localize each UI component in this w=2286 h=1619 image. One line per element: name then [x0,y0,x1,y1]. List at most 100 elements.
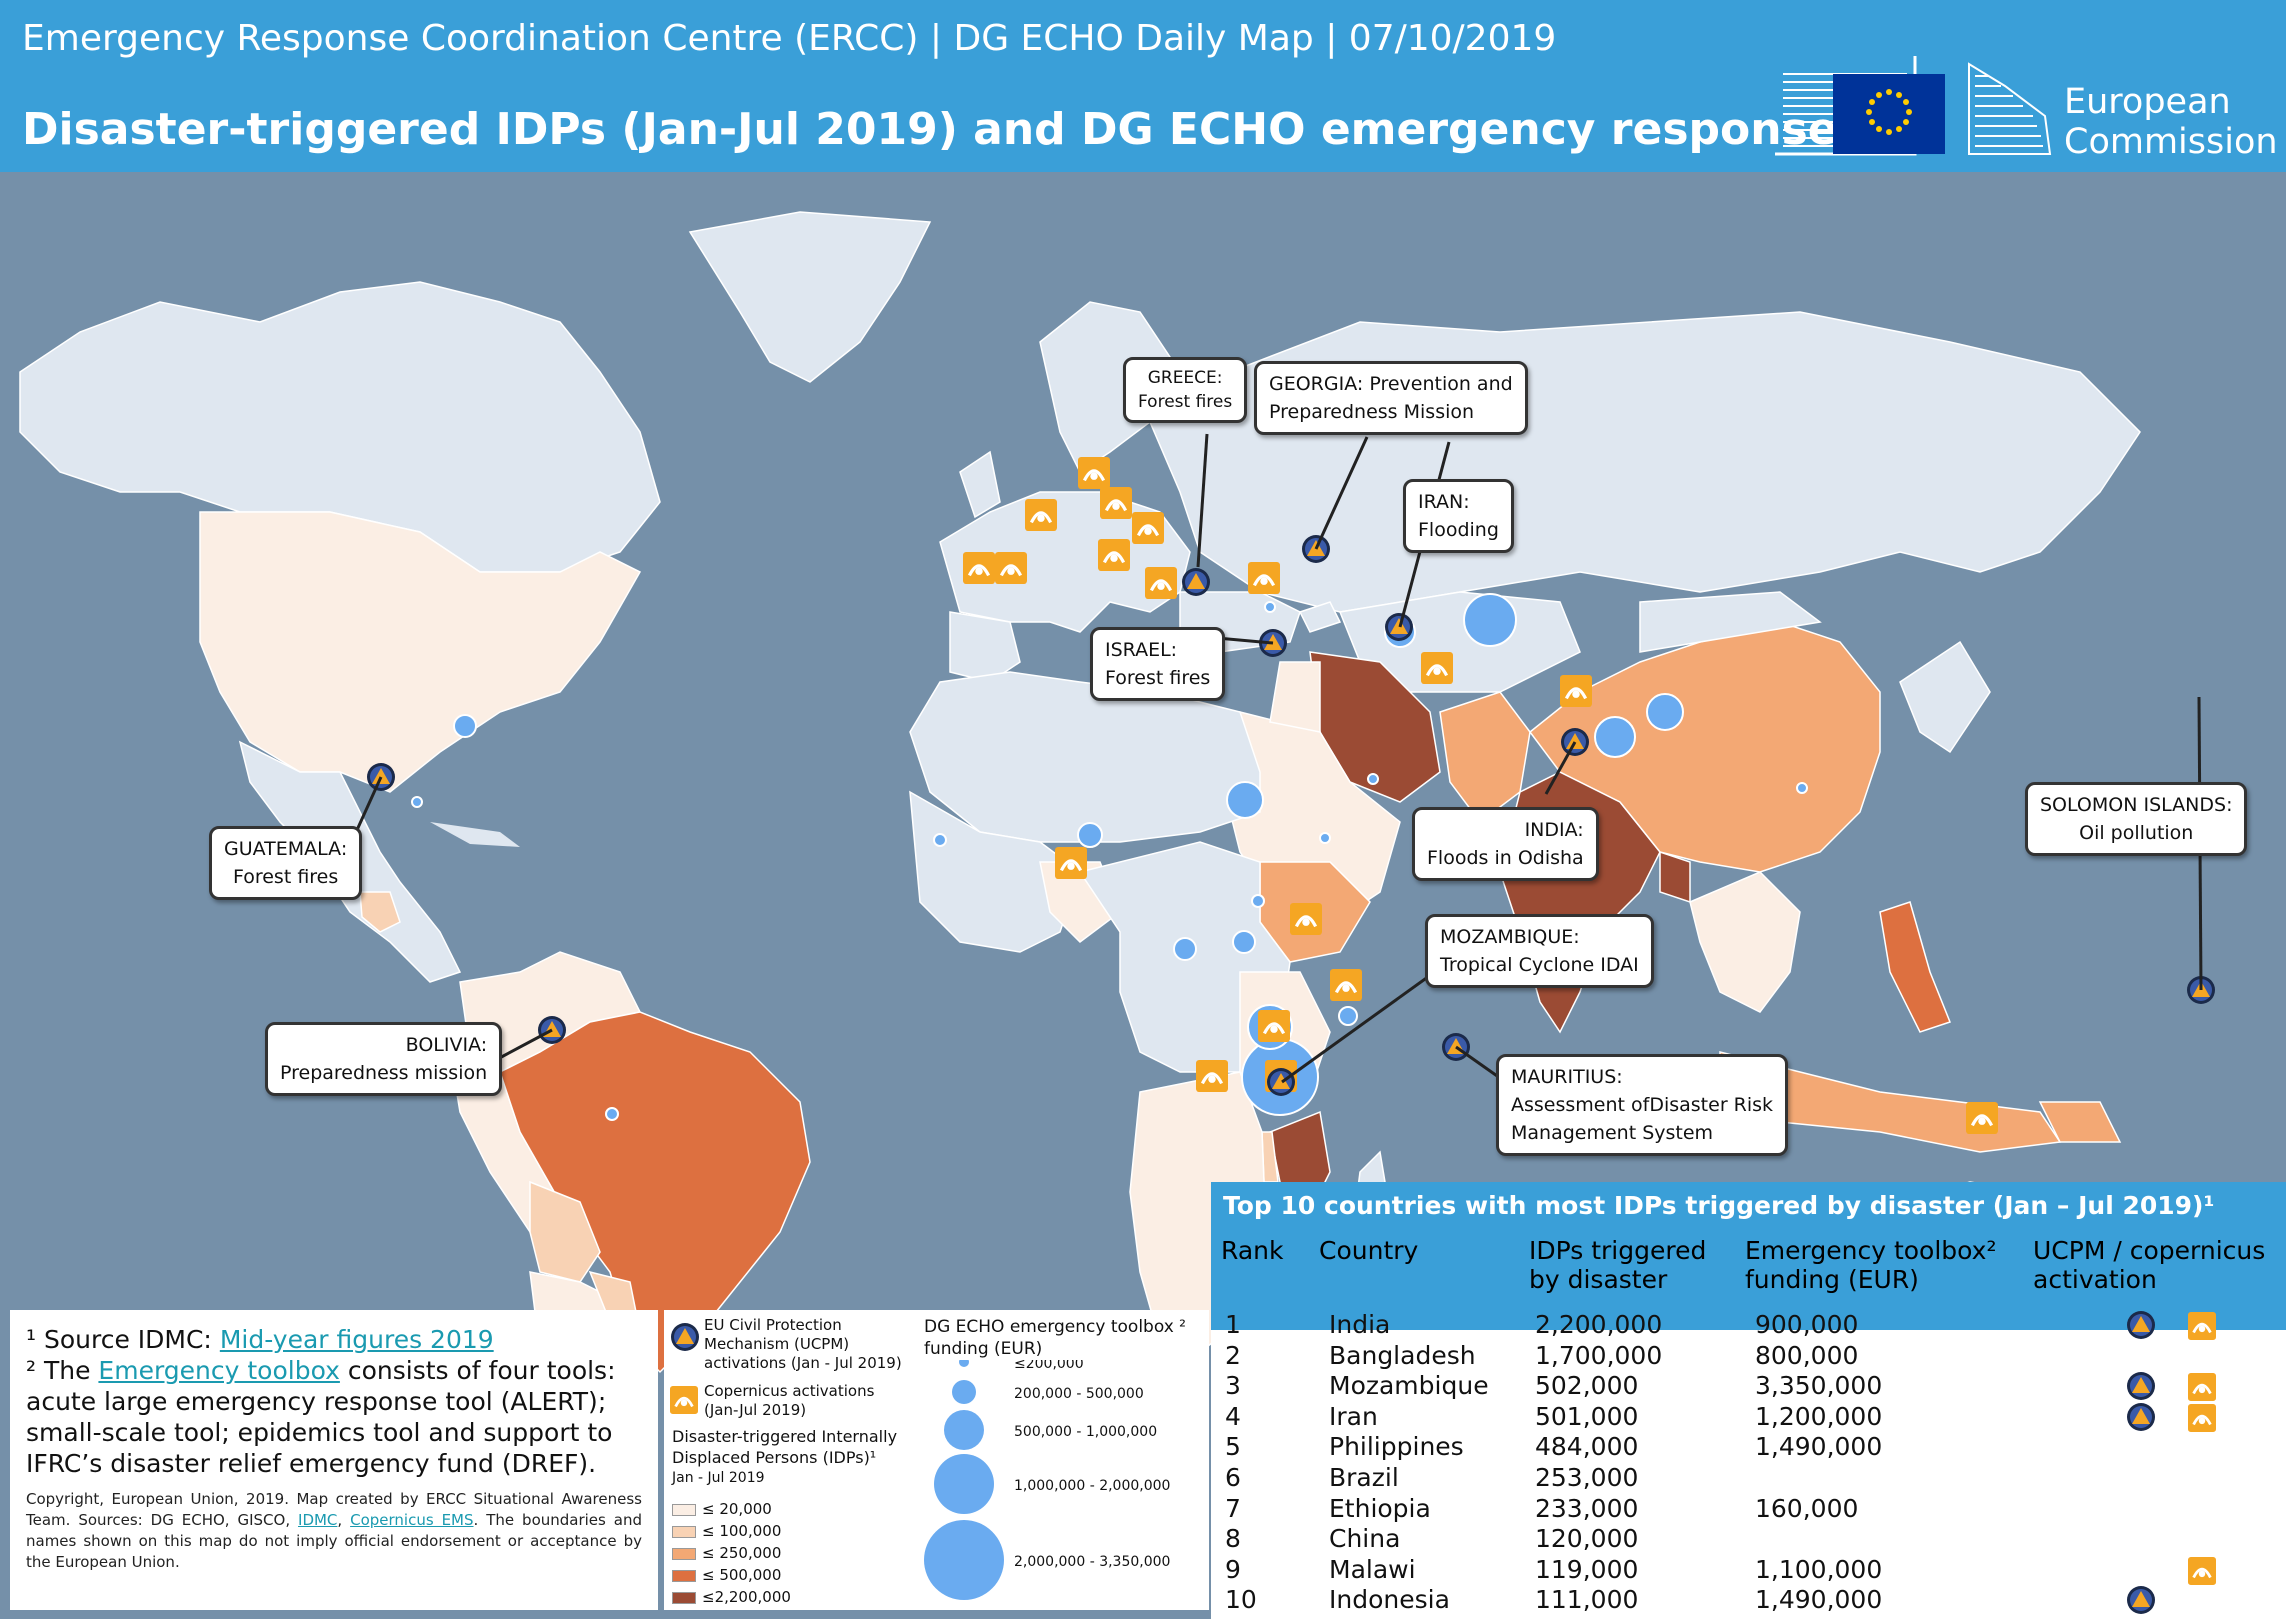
callout-bolivia: BOLIVIA: Preparedness mission [265,1022,503,1096]
korea-japan [1899,640,1991,754]
copernicus-icon [1100,487,1132,519]
legend-idp-swatch [672,1547,696,1560]
copernicus-icon [995,552,1027,584]
western-europe [939,491,1191,633]
canada [19,281,661,573]
callout-mauritius: MAURITIUS: Assessment ofDisaster Risk Ma… [1496,1054,1789,1156]
callout-india-line2: Floods in Odisha [1427,847,1584,869]
legend-idp-class-label: ≤ 250,000 [702,1544,782,1562]
legend-idp-class-3: ≤ 500,000 [672,1566,781,1584]
table-header-row [1211,1230,2286,1330]
cell-idps: 502,000 [1535,1371,1639,1401]
legend-funding-title: DG ECHO emergency toolbox ² funding (EUR… [924,1316,1186,1360]
legend-funding-label-1: 200,000 - 500,000 [1014,1386,1144,1402]
callout-guatemala-line1: GUATEMALA: [224,838,348,860]
ucpm-legend-icon [671,1323,699,1351]
callout-israel: ISRAEL: Forest fires [1090,627,1226,701]
logo-line-1: European [2064,82,2231,122]
legend-funding-l2: funding (EUR) [924,1339,1043,1359]
header-funding-l1: Emergency toolbox² [1745,1236,1997,1265]
ucpm-icon [2126,1585,2156,1615]
copernicus-icon [1248,562,1280,594]
funding-bubble-sudan [1226,781,1264,819]
callout-mauritius-line2: Assessment ofDisaster Risk [1511,1094,1774,1116]
ucpm-icon [1385,613,1413,641]
ucpm-icon [1267,1068,1295,1096]
callout-bolivia-line1: BOLIVIA: [405,1034,488,1056]
legend-funding-label-3: 1,000,000 - 2,000,000 [1014,1478,1170,1494]
legend-ucpm-l3: activations (Jan - Jul 2019) [704,1354,902,1372]
funding-bubble-pakistan [1463,593,1517,647]
cuba [430,822,520,847]
copernicus-icon [1132,512,1164,544]
cell-country: Philippines [1329,1432,1464,1462]
guatemala [359,891,401,933]
legend-funding-bubble-1 [952,1380,976,1404]
copernicus-legend-icon [670,1386,698,1414]
legend-idp-class-1: ≤ 100,000 [672,1522,781,1540]
callout-greece-line1: GREECE: [1147,368,1223,388]
cell-rank: 6 [1225,1463,1241,1492]
cell-idps: 2,200,000 [1535,1310,1663,1339]
header-act-l1: UCPM / copernicus [2033,1236,2266,1265]
footnote-2: ² The Emergency toolbox consists of four… [26,1355,642,1479]
table-row: 4 Iran 501,000 1,200,000 [1211,1402,2286,1432]
philippines [1879,901,1951,1033]
georgia [1298,601,1342,633]
callout-solomon-line2: Oil pollution [2079,822,2194,844]
copyright-sep: , [337,1511,351,1529]
callout-solomon-line1: SOLOMON ISLANDS: [2040,794,2233,816]
callout-mozambique-line1: MOZAMBIQUE: [1440,926,1580,948]
cell-funding: 900,000 [1755,1310,1859,1339]
header-idps-l2: by disaster [1529,1265,1668,1294]
table-title: Top 10 countries with most IDPs triggere… [1211,1182,2286,1230]
idmc-link[interactable]: IDMC [298,1511,338,1529]
cell-idps: 253,000 [1535,1463,1639,1492]
legend-funding-bubble-4 [924,1520,1004,1600]
copernicus-icon [2188,1312,2216,1340]
cell-idps: 501,000 [1535,1401,1639,1431]
legend-idp-swatch [672,1591,696,1604]
cell-country: Bangladesh [1329,1340,1476,1370]
legend-ucpm-l2: Mechanism (UCPM) [704,1335,850,1353]
legend-ucpm-label: EU Civil Protection Mechanism (UCPM) act… [704,1316,902,1373]
legend-cop-l1: Copernicus activations [704,1382,875,1400]
mid-year-figures-link[interactable]: Mid-year figures 2019 [219,1325,494,1354]
footnotes-panel: ¹ Source IDMC: Mid-year figures 2019 ² T… [10,1310,658,1610]
copernicus-ems-link[interactable]: Copernicus EMS [350,1511,474,1529]
legend-idp-class-4: ≤2,200,000 [672,1588,791,1606]
legend-idp-class-0: ≤ 20,000 [672,1500,772,1518]
uk [959,450,1001,519]
cell-country: Mozambique [1329,1371,1489,1401]
legend-funding-bubble-3 [934,1454,994,1514]
copernicus-icon [1025,499,1057,531]
se-asia [1689,871,1801,1013]
callout-iran: IRAN: Flooding [1403,479,1514,553]
cell-idps: 1,700,000 [1535,1340,1663,1370]
greenland [688,211,932,383]
copernicus-icon [2188,1556,2216,1585]
funding-bubble-cuba [453,714,477,738]
callout-bolivia-line2: Preparedness mission [280,1062,488,1084]
cell-rank: 7 [1225,1493,1241,1523]
callout-iran-line1: IRAN: [1418,491,1470,513]
legend-idp-title: Disaster-triggered Internally Displaced … [672,1426,897,1489]
cell-country: China [1329,1524,1401,1554]
cell-country: Indonesia [1329,1585,1450,1615]
legend-idp-swatch [672,1569,696,1582]
copernicus-icon [1098,539,1130,571]
callout-guatemala-line2: Forest fires [232,866,339,888]
funding-bubble-mozambique-north [1338,1006,1358,1026]
funding-bubble-india [1594,716,1636,758]
callout-greece: GREECE: Forest fires [1123,357,1248,423]
emergency-toolbox-link[interactable]: Emergency toolbox [98,1356,340,1385]
header-banner: Emergency Response Coordination Centre (… [0,0,2286,172]
legend-funding-label-4: 2,000,000 - 3,350,000 [1014,1554,1170,1570]
cell-rank: 2 [1225,1340,1241,1370]
cell-funding: 1,490,000 [1755,1432,1883,1462]
legend-funding-label-2: 500,000 - 1,000,000 [1014,1424,1157,1440]
funding-bubble-drc [1173,937,1197,961]
cell-country: Malawi [1329,1554,1416,1584]
cell-country: Iran [1329,1401,1378,1431]
